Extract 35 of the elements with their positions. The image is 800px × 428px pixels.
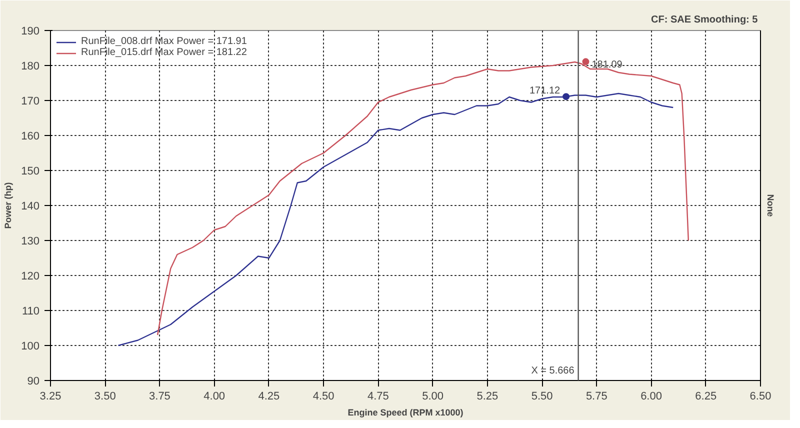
y2-axis-title: None — [766, 194, 776, 217]
ref-line-label: X = 5.666 — [531, 366, 575, 376]
legend-label: RunFile_008.drf Max Power = 171.91 — [81, 36, 247, 47]
x-axis-title: Engine Speed (RPM x1000) — [348, 408, 464, 418]
x-tick-label: 3.50 — [94, 390, 116, 402]
legend-label: RunFile_015.drf Max Power = 181.22 — [81, 47, 247, 58]
x-tick-label: 5.50 — [531, 390, 553, 402]
text: CF: SAE Smoothing: 5 — [651, 14, 758, 26]
x-tick-label: 3.75 — [149, 390, 170, 402]
y-tick-label: 170 — [21, 96, 40, 108]
annotation: 181.09 — [592, 60, 623, 71]
x-tick-label: 4.00 — [204, 390, 226, 402]
x-tick-label: 4.75 — [367, 390, 389, 402]
x-tick-label: 4.50 — [312, 390, 334, 402]
y-tick-label: 150 — [21, 166, 40, 178]
y-axis-title: Power (hp) — [3, 182, 14, 229]
annotation: 171.12 — [529, 86, 561, 97]
x-tick-label: 3.25 — [40, 390, 62, 402]
y-tick-label: 100 — [21, 340, 40, 352]
y-tick-label: 130 — [21, 236, 40, 248]
x-tick-label: 6.25 — [695, 390, 717, 402]
x-tick-label: 5.25 — [476, 390, 498, 402]
line-series — [118, 92, 674, 346]
x-tick-label: 6.00 — [640, 390, 662, 402]
y-tick-label: 190 — [21, 26, 40, 38]
x-tick-label: 5.00 — [422, 390, 444, 402]
y-tick-label: 160 — [21, 130, 40, 142]
x-tick-label: 4.25 — [258, 390, 280, 402]
y-tick-label: 120 — [21, 270, 40, 282]
y-tick-label: 180 — [21, 60, 40, 72]
x-tick-label: 5.75 — [586, 390, 608, 402]
y-tick-label: 90 — [27, 376, 40, 388]
x-tick-label: 6.50 — [750, 390, 772, 402]
y-tick-label: 110 — [22, 306, 40, 318]
y-tick-label: 140 — [21, 200, 40, 212]
